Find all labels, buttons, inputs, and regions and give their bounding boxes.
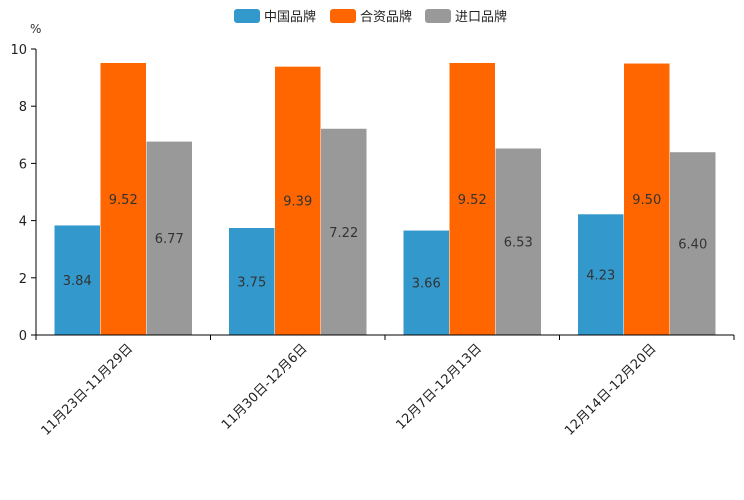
- bars: 3.84 9.52 6.77 3.75 9.39 7.22 3.66 9.52 6.53 4.23…: [54, 62, 716, 336]
- bar[interactable]: [320, 128, 367, 336]
- legend-label: 进口品牌: [455, 9, 507, 25]
- bar-value-label: 9.50: [632, 193, 661, 208]
- bar-value-label: 6.77: [155, 232, 184, 247]
- x-tick-label: 12月7日-12月13日: [393, 341, 485, 433]
- bar-value-label: 3.84: [63, 274, 92, 289]
- y-tick-label: 4: [19, 215, 27, 230]
- bar[interactable]: [449, 62, 496, 336]
- bar[interactable]: [403, 230, 450, 336]
- legend-swatch[interactable]: [330, 9, 356, 23]
- x-tick-label: 11月30日-12月6日: [219, 341, 311, 433]
- bar[interactable]: [623, 63, 670, 336]
- legend-swatch[interactable]: [234, 9, 260, 23]
- bar[interactable]: [146, 141, 193, 336]
- y-tick-label: 10: [10, 43, 27, 58]
- legend-label: 中国品牌: [264, 9, 316, 25]
- bar-value-label: 6.53: [504, 236, 533, 251]
- x-tick-label: 12月14日-12月20日: [562, 341, 659, 438]
- y-tick-label: 0: [19, 329, 27, 344]
- y-tick-label: 8: [19, 100, 27, 115]
- bar-value-label: 4.23: [586, 269, 615, 284]
- bar-value-label: 3.66: [412, 277, 441, 292]
- bar-value-label: 9.52: [458, 193, 487, 208]
- bar[interactable]: [577, 213, 624, 336]
- bar-value-label: 9.52: [109, 193, 138, 208]
- x-tick-label: 11月23日-11月29日: [39, 341, 136, 438]
- y-tick-label: 6: [19, 157, 27, 172]
- y-axis: 0 2 4 6 8 10: [10, 43, 37, 344]
- bar[interactable]: [495, 147, 542, 336]
- bar-value-label: 9.39: [283, 195, 312, 210]
- bar-value-label: 7.22: [329, 226, 358, 241]
- legend: 中国品牌 合资品牌 进口品牌: [234, 9, 507, 25]
- bar[interactable]: [228, 227, 275, 336]
- bar-value-label: 3.75: [237, 275, 266, 290]
- bar[interactable]: [100, 62, 147, 336]
- bar-value-label: 6.40: [678, 237, 707, 252]
- bar[interactable]: [274, 66, 321, 336]
- x-axis: 11月23日-11月29日 11月30日-12月6日 12月7日-12月13日 12月…: [35, 334, 735, 439]
- legend-swatch[interactable]: [425, 9, 451, 23]
- y-tick-label: 2: [19, 272, 27, 287]
- unit-label: %: [30, 22, 41, 36]
- legend-label: 合资品牌: [360, 9, 412, 25]
- bar[interactable]: [669, 151, 716, 336]
